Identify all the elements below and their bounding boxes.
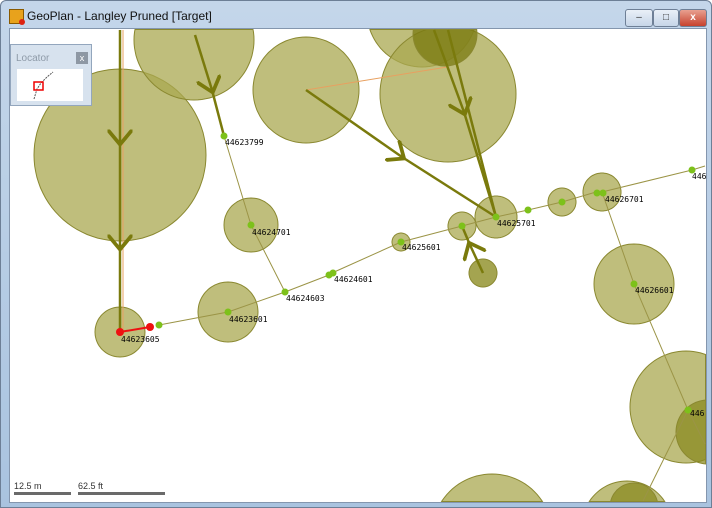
node[interactable] bbox=[458, 222, 466, 230]
node-label: 44626701 bbox=[605, 195, 644, 204]
catchment-circle bbox=[440, 473, 544, 502]
pipe bbox=[642, 409, 689, 502]
flow-arrow bbox=[193, 34, 212, 90]
node-label: 44626601 bbox=[635, 286, 674, 295]
locator-close-button[interactable]: x bbox=[76, 52, 88, 64]
locator-overview-map[interactable] bbox=[17, 69, 83, 101]
node-label: 44625701 bbox=[497, 219, 536, 228]
node-label: 44624601 bbox=[334, 275, 373, 284]
node-label: 44624603 bbox=[286, 294, 325, 303]
catchment-circle bbox=[675, 399, 706, 465]
selected-node[interactable] bbox=[116, 328, 124, 336]
node-label: 446 bbox=[690, 409, 705, 418]
node[interactable] bbox=[630, 280, 638, 288]
node[interactable] bbox=[684, 406, 692, 414]
node-label: 44624701 bbox=[252, 228, 291, 237]
viewport-indicator[interactable] bbox=[33, 81, 44, 91]
catchment-circle bbox=[412, 29, 478, 67]
scale-bar-metric: 12.5 m bbox=[14, 481, 71, 495]
selected-pipe[interactable] bbox=[119, 326, 151, 333]
nodes bbox=[116, 132, 696, 414]
node-label: 44623601 bbox=[229, 315, 268, 324]
window-title: GeoPlan - Langley Pruned [Target] bbox=[27, 9, 212, 23]
app-icon bbox=[9, 9, 25, 25]
catchment-circle bbox=[133, 29, 255, 101]
flow-arrow bbox=[305, 88, 402, 157]
node[interactable] bbox=[492, 213, 500, 221]
flow-arrows bbox=[120, 29, 498, 332]
node[interactable] bbox=[688, 166, 696, 174]
node-labels: 44623799 44624701 44624603 44623601 4462… bbox=[121, 138, 706, 418]
node[interactable] bbox=[558, 198, 566, 206]
flow-arrow bbox=[470, 245, 483, 274]
node[interactable] bbox=[247, 221, 255, 229]
selected-node[interactable] bbox=[146, 323, 154, 331]
catchment-circle bbox=[379, 29, 517, 163]
node[interactable] bbox=[220, 132, 228, 140]
node-label: 44623605 bbox=[121, 335, 160, 344]
overview-network bbox=[33, 71, 54, 100]
node-label: 44625601 bbox=[402, 243, 441, 252]
node[interactable] bbox=[224, 308, 232, 316]
catchment-circles bbox=[33, 29, 706, 502]
map-canvas[interactable]: 44623799 44624701 44624603 44623601 4462… bbox=[9, 28, 707, 503]
close-button[interactable]: x bbox=[679, 9, 707, 27]
node[interactable] bbox=[599, 189, 607, 197]
node[interactable] bbox=[397, 238, 405, 246]
catchment-circle bbox=[610, 482, 658, 502]
flow-arrow bbox=[401, 155, 497, 219]
locator-panel[interactable]: Locator x bbox=[10, 44, 92, 106]
node-label: 44623799 bbox=[225, 138, 264, 147]
minimize-button[interactable]: – bbox=[625, 9, 653, 27]
node-label: 446 bbox=[692, 172, 706, 181]
locator-title: Locator bbox=[16, 53, 50, 64]
flow-arrow bbox=[432, 29, 464, 112]
network-map[interactable]: 44623799 44624701 44624603 44623601 4462… bbox=[10, 29, 706, 502]
node[interactable] bbox=[524, 206, 532, 214]
flow-arrow bbox=[210, 89, 226, 137]
maximize-button[interactable]: □ bbox=[653, 9, 679, 27]
flow-arrow bbox=[446, 29, 498, 218]
scale-bar-imperial: 62.5 ft bbox=[78, 481, 165, 495]
pipe bbox=[305, 66, 448, 91]
node[interactable] bbox=[281, 288, 289, 296]
node[interactable] bbox=[155, 321, 163, 329]
node[interactable] bbox=[329, 269, 337, 277]
node[interactable] bbox=[593, 189, 601, 197]
pipe bbox=[601, 191, 706, 445]
